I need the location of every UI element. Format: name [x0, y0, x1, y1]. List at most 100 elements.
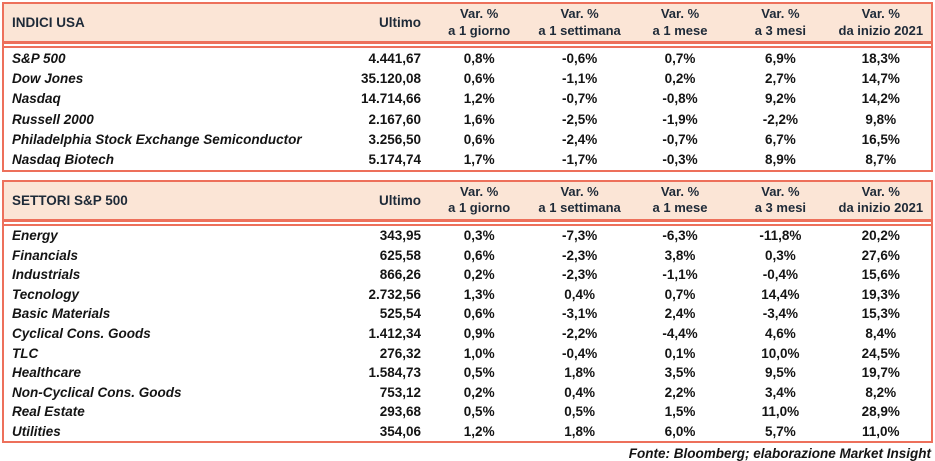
var-1m-value: 1,5% — [664, 404, 696, 420]
var-1d-value: 0,3% — [463, 228, 495, 244]
ultimo-value: 5.174,74 — [368, 152, 421, 168]
col-header-var-1-giorno: Var. % a 1 giorno — [429, 182, 529, 219]
var-3m-value: 9,5% — [765, 365, 796, 381]
table-row: Tecnology 2.732,56 1,3% 0,4% 0,7% 14,4% … — [4, 285, 931, 305]
period-label: da inizio 2021 — [838, 22, 924, 38]
header-separator — [4, 44, 931, 48]
col-header-var-inizio-2021: Var. % da inizio 2021 — [831, 182, 931, 219]
ultimo-value: 2.732,56 — [368, 286, 421, 302]
var-label: Var. % — [660, 183, 700, 199]
index-name: Russell 2000 — [12, 111, 94, 127]
sector-name: Basic Materials — [12, 306, 111, 322]
var-1m-value: 0,7% — [664, 50, 696, 66]
ultimo-value: 3.256,50 — [368, 131, 421, 147]
var-ytd-value: 8,2% — [865, 384, 897, 400]
ultimo-value: 354,06 — [379, 424, 421, 440]
table-row: S&P 500 4.441,67 0,8% -0,6% 0,7% 6,9% 18… — [4, 48, 931, 68]
indici-usa-header-row: INDICI USA Ultimo Var. % a 1 giorno Var.… — [4, 4, 931, 44]
var-1w-value: -0,7% — [561, 91, 598, 107]
sector-name: Industrials — [12, 267, 81, 283]
var-1d-value: 0,6% — [463, 70, 495, 86]
sector-name: Financials — [12, 247, 79, 263]
table-row: Healthcare 1.584,73 0,5% 1,8% 3,5% 9,5% … — [4, 363, 931, 383]
sector-name: Tecnology — [12, 286, 80, 302]
sector-name: TLC — [12, 345, 39, 361]
var-1m-value: -1,1% — [662, 267, 698, 283]
table-row: Energy 343,95 0,3% -7,3% -6,3% -11,8% 20… — [4, 226, 931, 246]
period-label: a 1 giorno — [448, 200, 511, 216]
var-label: Var. % — [861, 183, 900, 199]
var-1d-value: 0,6% — [463, 247, 495, 263]
var-label: Var. % — [560, 6, 599, 21]
period-label: a 1 mese — [652, 200, 708, 216]
var-1w-value: -0,4% — [561, 345, 598, 361]
var-label: Var. % — [560, 183, 599, 199]
var-1w-value: 0,5% — [564, 404, 595, 420]
var-1w-value: 0,4% — [564, 286, 595, 302]
period-label: a 1 settimana — [538, 22, 621, 38]
index-name: S&P 500 — [12, 50, 66, 66]
sector-name: Non-Cyclical Cons. Goods — [12, 384, 182, 400]
ultimo-value: 293,68 — [379, 404, 421, 420]
ultimo-value: 4.441,67 — [368, 50, 421, 66]
ultimo-value: 2.167,60 — [368, 111, 421, 127]
ultimo-value: 343,95 — [379, 228, 421, 244]
index-name: Dow Jones — [12, 70, 84, 86]
header-separator — [4, 221, 931, 226]
table-row: TLC 276,32 1,0% -0,4% 0,1% 10,0% 24,5% — [4, 343, 931, 363]
var-1m-value: -1,9% — [662, 111, 698, 127]
period-label: da inizio 2021 — [838, 200, 924, 216]
table-row: Real Estate 293,68 0,5% 0,5% 1,5% 11,0% … — [4, 402, 931, 422]
period-label: a 1 giorno — [448, 22, 511, 38]
var-label: Var. % — [460, 183, 499, 199]
var-label: Var. % — [761, 6, 800, 21]
table-row: Russell 2000 2.167,60 1,6% -2,5% -1,9% -… — [4, 109, 931, 129]
var-1d-value: 0,5% — [463, 365, 495, 381]
var-ytd-value: 24,5% — [861, 345, 900, 361]
ultimo-value: 276,32 — [379, 345, 421, 361]
var-1d-value: 0,6% — [463, 306, 495, 322]
col-header-var-3-mesi: Var. % a 3 mesi — [730, 182, 830, 219]
col-header-var-1-settimana: Var. % a 1 settimana — [529, 182, 629, 219]
var-3m-value: 3,4% — [765, 384, 796, 400]
var-label: Var. % — [861, 6, 900, 21]
var-1d-value: 0,8% — [463, 50, 495, 66]
var-1m-value: -0,3% — [662, 152, 698, 168]
var-3m-value: 14,4% — [761, 286, 800, 302]
col-header-ultimo: Ultimo — [379, 192, 421, 208]
table-row: Dow Jones 35.120,08 0,6% -1,1% 0,2% 2,7%… — [4, 68, 931, 88]
table-row: Nasdaq 14.714,66 1,2% -0,7% -0,8% 9,2% 1… — [4, 89, 931, 109]
var-ytd-value: 8,4% — [865, 326, 897, 342]
var-label: Var. % — [460, 6, 499, 21]
var-3m-value: 8,9% — [765, 152, 796, 168]
var-1w-value: -1,7% — [561, 152, 598, 168]
col-header-var-1-mese: Var. % a 1 mese — [630, 4, 730, 41]
sector-name: Real Estate — [12, 404, 85, 420]
table-row: Utilities 354,06 1,2% 1,8% 6,0% 5,7% 11,… — [4, 422, 931, 442]
sector-name: Cyclical Cons. Goods — [12, 326, 151, 342]
var-1w-value: 1,8% — [564, 365, 595, 381]
var-ytd-value: 20,2% — [861, 228, 900, 244]
var-1d-value: 0,2% — [463, 384, 495, 400]
var-label: Var. % — [660, 6, 700, 21]
var-ytd-value: 28,9% — [861, 404, 900, 420]
col-header-var-inizio-2021: Var. % da inizio 2021 — [831, 4, 931, 41]
var-ytd-value: 27,6% — [861, 247, 900, 263]
var-3m-value: 2,7% — [765, 70, 796, 86]
table-row: Cyclical Cons. Goods 1.412,34 0,9% -2,2%… — [4, 324, 931, 344]
sector-name: Energy — [12, 228, 58, 244]
ultimo-value: 35.120,08 — [360, 70, 421, 86]
var-label: Var. % — [761, 183, 800, 199]
period-label: a 1 settimana — [538, 200, 621, 216]
period-label: a 3 mesi — [754, 200, 807, 216]
var-ytd-value: 19,7% — [861, 365, 900, 381]
var-3m-value: 5,7% — [765, 424, 796, 440]
var-1m-value: -0,8% — [662, 91, 698, 107]
ultimo-value: 625,58 — [379, 247, 421, 263]
var-3m-value: 11,0% — [761, 404, 800, 420]
var-ytd-value: 15,3% — [861, 306, 900, 322]
var-1d-value: 0,2% — [463, 267, 495, 283]
settori-header-row: SETTORI S&P 500 Ultimo Var. % a 1 giorno… — [4, 181, 931, 222]
period-label: a 1 mese — [652, 22, 708, 38]
var-1d-value: 1,2% — [463, 424, 495, 440]
